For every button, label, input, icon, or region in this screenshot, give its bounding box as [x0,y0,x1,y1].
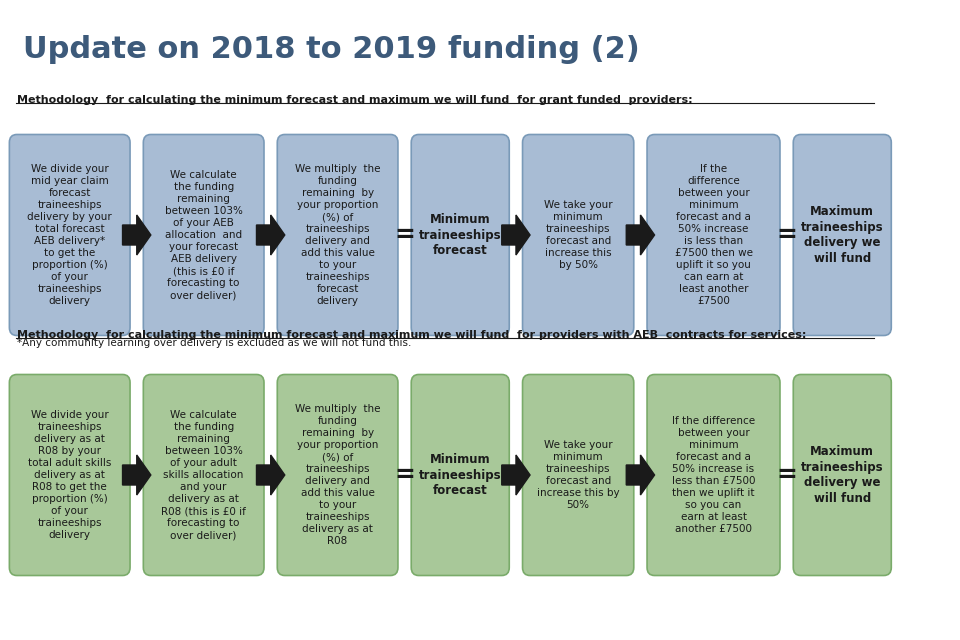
Text: Update on 2018 to 2019 funding (2): Update on 2018 to 2019 funding (2) [23,35,640,64]
Polygon shape [123,215,151,255]
Text: We calculate
the funding
remaining
between 103%
of your AEB
allocation  and
your: We calculate the funding remaining betwe… [165,170,243,300]
FancyBboxPatch shape [411,134,509,335]
Text: =: = [395,463,415,487]
FancyBboxPatch shape [793,374,891,575]
Text: =: = [777,223,797,247]
FancyBboxPatch shape [143,374,264,575]
Text: Minimum
traineeships
forecast: Minimum traineeships forecast [419,213,501,257]
Text: We multiply  the
funding
remaining  by
your proportion
(%) of
traineeships
deliv: We multiply the funding remaining by you… [295,164,380,306]
Text: If the
difference
between your
minimum
forecast and a
50% increase
is less than
: If the difference between your minimum f… [675,164,753,306]
Text: We take your
minimum
traineeships
forecast and
increase this
by 50%: We take your minimum traineeships foreca… [544,200,612,270]
Text: Methodology  for calculating the minimum forecast and maximum we will fund  for : Methodology for calculating the minimum … [17,330,806,340]
Polygon shape [502,215,530,255]
Text: We take your
minimum
traineeships
forecast and
increase this by
50%: We take your minimum traineeships foreca… [537,440,619,510]
Text: =: = [777,463,797,487]
FancyBboxPatch shape [277,374,398,575]
FancyBboxPatch shape [411,374,509,575]
Text: =: = [395,223,415,247]
Text: Maximum
traineeships
delivery we
will fund: Maximum traineeships delivery we will fu… [801,445,883,505]
Text: Minimum
traineeships
forecast: Minimum traineeships forecast [419,453,501,497]
Text: We divide your
mid year claim
forecast
traineeships
delivery by your
total forec: We divide your mid year claim forecast t… [27,164,112,306]
Polygon shape [502,455,530,495]
Polygon shape [256,215,285,255]
FancyBboxPatch shape [647,374,780,575]
Polygon shape [626,455,655,495]
FancyBboxPatch shape [522,134,634,335]
Text: We divide your
traineeships
delivery as at
R08 by your
total adult skills
delive: We divide your traineeships delivery as … [28,410,111,540]
FancyBboxPatch shape [647,134,780,335]
FancyBboxPatch shape [10,134,130,335]
Text: If the difference
between your
minimum
forecast and a
50% increase is
less than : If the difference between your minimum f… [672,416,756,534]
Polygon shape [626,215,655,255]
Text: Methodology  for calculating the minimum forecast and maximum we will fund  for : Methodology for calculating the minimum … [17,95,692,105]
Text: We calculate
the funding
remaining
between 103%
of your adult
skills allocation
: We calculate the funding remaining betwe… [161,410,246,540]
FancyBboxPatch shape [793,134,891,335]
Text: We multiply  the
funding
remaining  by
your proportion
(%) of
traineeships
deliv: We multiply the funding remaining by you… [295,404,380,546]
FancyBboxPatch shape [10,374,130,575]
Polygon shape [256,455,285,495]
FancyBboxPatch shape [522,374,634,575]
FancyBboxPatch shape [143,134,264,335]
Polygon shape [123,455,151,495]
FancyBboxPatch shape [277,134,398,335]
Text: Maximum
traineeships
delivery we
will fund: Maximum traineeships delivery we will fu… [801,205,883,265]
Text: *Any community learning over delivery is excluded as we will not fund this.: *Any community learning over delivery is… [17,337,411,348]
